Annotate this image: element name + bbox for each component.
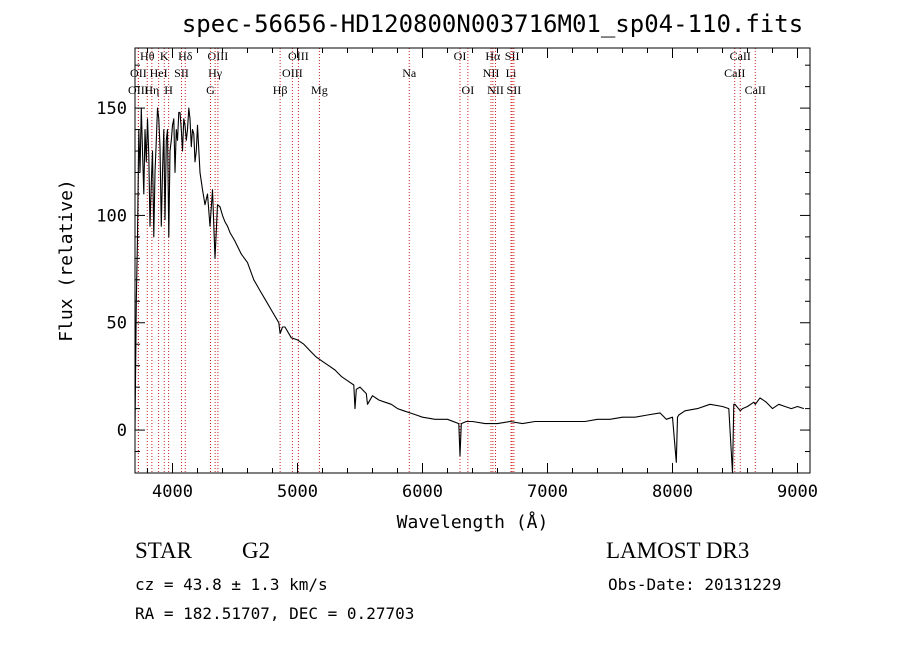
line-label-5: K <box>160 49 169 63</box>
line-label-6: H <box>164 83 173 97</box>
y-tick-label-0: 0 <box>117 421 127 441</box>
line-label-12: Hβ <box>273 83 288 97</box>
line-label-10: Hγ <box>208 66 223 80</box>
line-label-23: Li <box>506 66 517 80</box>
line-label-20: NII <box>483 66 500 80</box>
line-label-11: G <box>206 83 215 97</box>
x-tick-label-4: 8000 <box>652 482 693 502</box>
line-label-18: OI <box>462 83 475 97</box>
y-axis-label: Flux (relative) <box>56 179 77 342</box>
x-tick-label-0: 4000 <box>152 482 193 502</box>
line-label-27: CaII <box>745 83 766 97</box>
plot-frame <box>134 47 811 474</box>
x-axis-label: Wavelength (Å) <box>397 511 549 533</box>
y-tick-label-2: 100 <box>96 206 127 226</box>
line-label-3: Hη <box>144 83 159 97</box>
x-tick-label-2: 6000 <box>402 482 443 502</box>
line-label-24: SII <box>507 83 522 97</box>
line-label-16: Na <box>402 66 417 80</box>
line-label-22: SII <box>505 49 520 63</box>
x-tick-label-3: 7000 <box>527 482 568 502</box>
line-label-4: HeI <box>150 66 168 80</box>
coordinates: RA = 182.51707, DEC = 0.27703 <box>135 604 415 623</box>
x-tick-label-1: 5000 <box>277 482 318 502</box>
object-class: G2 <box>242 538 271 563</box>
spectrum-line <box>134 107 804 474</box>
line-label-26: CaII <box>724 66 745 80</box>
chart-title: spec-56656-HD120800N003716M01_sp04-110.f… <box>182 10 803 38</box>
line-label-15: Mg <box>311 83 328 97</box>
line-label-19: Hα <box>485 49 501 63</box>
line-label-17: OI <box>454 49 467 63</box>
y-tick-label-3: 150 <box>96 99 127 119</box>
observation-date: Obs-Date: 20131229 <box>608 575 782 594</box>
redshift-value: cz = 43.8 ± 1.3 km/s <box>135 575 328 594</box>
line-label-14: OIII <box>282 66 303 80</box>
line-label-0: Hθ <box>140 49 155 63</box>
line-label-13: OIII <box>288 49 309 63</box>
line-label-2: OIII <box>128 83 149 97</box>
x-tick-label-5: 9000 <box>777 482 818 502</box>
line-label-7: SII <box>174 66 189 80</box>
line-label-25: CaII <box>730 49 751 63</box>
line-label-9: OIII <box>208 49 229 63</box>
object-type: STAR <box>135 538 192 563</box>
y-tick-label-1: 50 <box>107 314 127 334</box>
line-label-21: NII <box>487 83 504 97</box>
survey-name: LAMOST DR3 <box>606 538 750 563</box>
line-label-8: Hδ <box>178 49 193 63</box>
